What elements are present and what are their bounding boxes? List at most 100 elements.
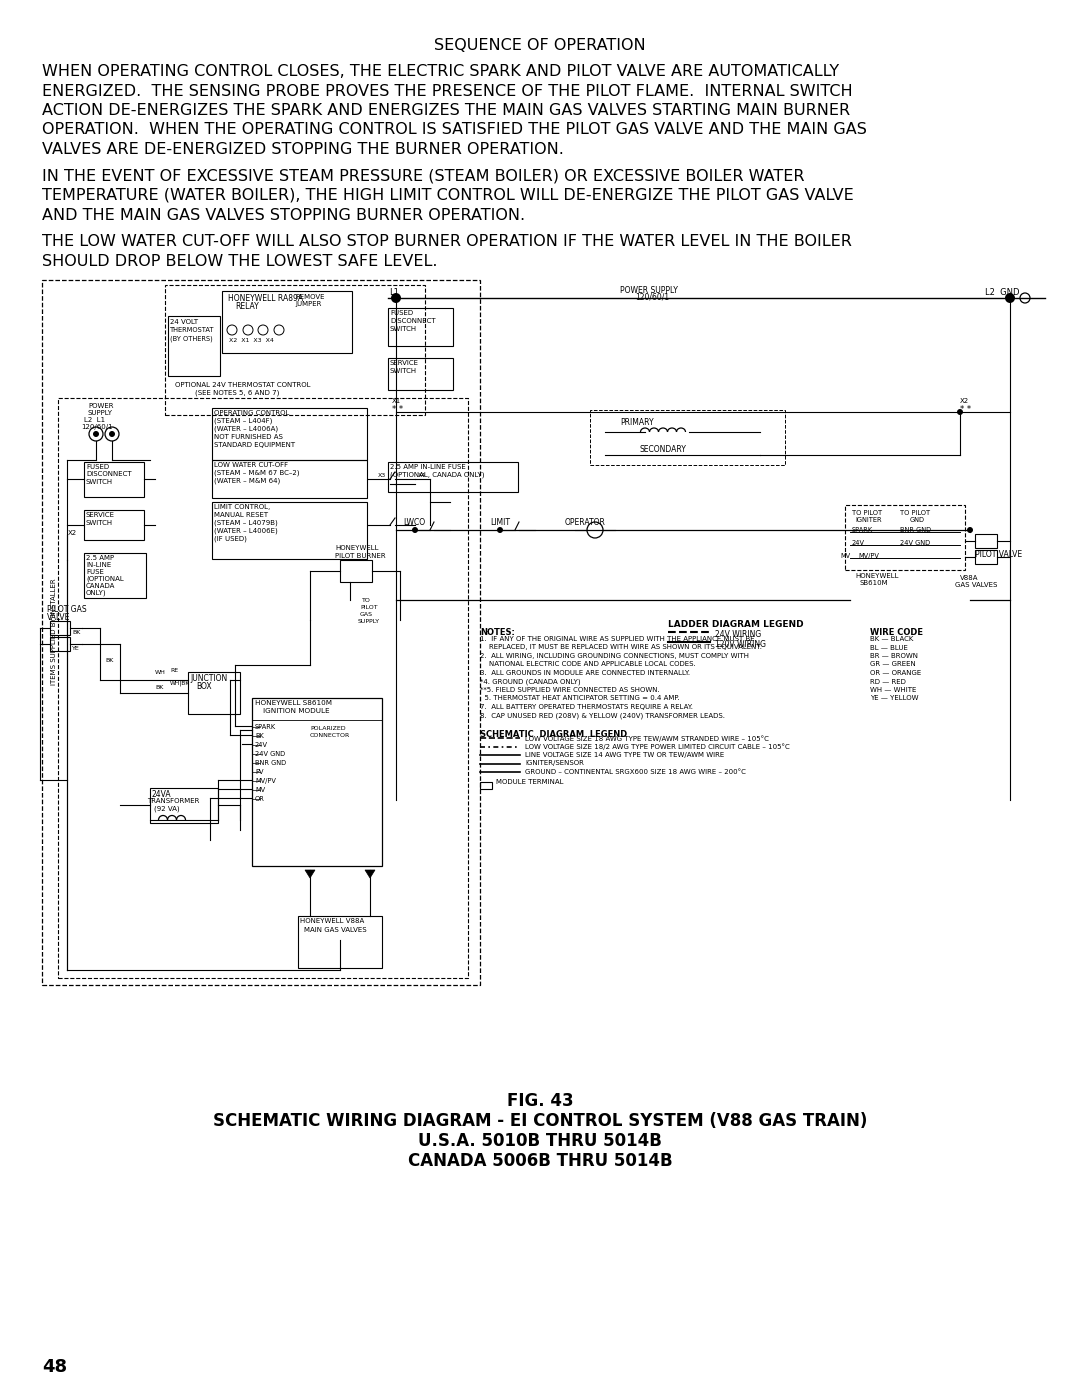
Text: SPARK: SPARK xyxy=(255,724,276,731)
Text: OPTIONAL 24V THERMOSTAT CONTROL: OPTIONAL 24V THERMOSTAT CONTROL xyxy=(175,381,311,388)
Text: WH: WH xyxy=(156,671,166,675)
Text: IGNITER: IGNITER xyxy=(855,517,881,522)
Bar xyxy=(50,637,70,651)
Text: PILOT BURNER: PILOT BURNER xyxy=(335,553,386,559)
Bar xyxy=(252,698,382,866)
Bar xyxy=(212,502,367,559)
Text: 24V GND: 24V GND xyxy=(900,541,930,546)
Text: ITEMS SUPPLIED BY INSTALLER: ITEMS SUPPLIED BY INSTALLER xyxy=(51,578,57,686)
Bar xyxy=(340,560,372,583)
Text: 1.  IF ANY OF THE ORIGINAL WIRE AS SUPPLIED WITH THE APPLIANCE MUST BE: 1. IF ANY OF THE ORIGINAL WIRE AS SUPPLI… xyxy=(480,636,755,643)
Polygon shape xyxy=(365,870,375,877)
Bar xyxy=(298,916,382,968)
Text: HONEYWELL V88A: HONEYWELL V88A xyxy=(300,918,364,923)
Text: BK — BLACK: BK — BLACK xyxy=(870,636,914,643)
Text: 5. THERMOSTAT HEAT ANTICIPATOR SETTING = 0.4 AMP.: 5. THERMOSTAT HEAT ANTICIPATOR SETTING =… xyxy=(480,696,679,701)
Text: OR — ORANGE: OR — ORANGE xyxy=(870,671,921,676)
Bar xyxy=(975,550,997,564)
Text: STANDARD EQUIPMENT: STANDARD EQUIPMENT xyxy=(214,441,295,448)
Text: 2.  ALL WIRING, INCLUDING GROUNDING CONNECTIONS, MUST COMPLY WITH: 2. ALL WIRING, INCLUDING GROUNDING CONNE… xyxy=(480,652,750,659)
Text: TO PILOT: TO PILOT xyxy=(852,510,882,515)
Text: WH|BK: WH|BK xyxy=(170,680,190,686)
Text: JUNCTION: JUNCTION xyxy=(190,673,227,683)
Polygon shape xyxy=(305,870,315,877)
Text: (IF USED): (IF USED) xyxy=(214,536,247,542)
Text: * *: * * xyxy=(392,405,403,414)
Text: 24V: 24V xyxy=(255,742,268,747)
Text: BK: BK xyxy=(255,733,264,739)
Text: V88A: V88A xyxy=(960,576,978,581)
Text: GAS: GAS xyxy=(360,612,373,617)
Text: X4: X4 xyxy=(418,474,427,478)
Bar xyxy=(42,279,480,985)
Bar xyxy=(84,462,144,497)
Text: DISCONNECT: DISCONNECT xyxy=(390,319,435,324)
Text: LIMIT CONTROL,: LIMIT CONTROL, xyxy=(214,504,270,510)
Text: THE LOW WATER CUT-OFF WILL ALSO STOP BURNER OPERATION IF THE WATER LEVEL IN THE : THE LOW WATER CUT-OFF WILL ALSO STOP BUR… xyxy=(42,235,852,249)
Circle shape xyxy=(497,527,503,534)
Text: 24V WIRING: 24V WIRING xyxy=(715,630,761,638)
Text: LIMIT: LIMIT xyxy=(490,518,510,527)
Text: 3.  ALL GROUNDS IN MODULE ARE CONNECTED INTERNALLY.: 3. ALL GROUNDS IN MODULE ARE CONNECTED I… xyxy=(480,671,690,676)
Text: BK: BK xyxy=(72,630,80,636)
Text: LWCO: LWCO xyxy=(403,518,426,527)
Text: POLARIZED: POLARIZED xyxy=(310,726,346,731)
Text: SPARK: SPARK xyxy=(852,527,873,534)
Text: IN THE EVENT OF EXCESSIVE STEAM PRESSURE (STEAM BOILER) OR EXCESSIVE BOILER WATE: IN THE EVENT OF EXCESSIVE STEAM PRESSURE… xyxy=(42,169,805,183)
Text: TO PILOT: TO PILOT xyxy=(900,510,930,515)
Text: WHEN OPERATING CONTROL CLOSES, THE ELECTRIC SPARK AND PILOT VALVE ARE AUTOMATICA: WHEN OPERATING CONTROL CLOSES, THE ELECT… xyxy=(42,64,839,80)
Text: CANADA: CANADA xyxy=(86,583,116,590)
Text: (92 VA): (92 VA) xyxy=(154,806,179,813)
Text: (WATER – L4006A): (WATER – L4006A) xyxy=(214,426,279,433)
Text: (OPTIONAL: (OPTIONAL xyxy=(86,576,124,583)
Text: VALVES ARE DE-ENERGIZED STOPPING THE BURNER OPERATION.: VALVES ARE DE-ENERGIZED STOPPING THE BUR… xyxy=(42,142,564,156)
Text: DISCONNECT: DISCONNECT xyxy=(86,471,132,476)
Text: (SEE NOTES 5, 6 AND 7): (SEE NOTES 5, 6 AND 7) xyxy=(195,390,280,397)
Text: PV: PV xyxy=(255,768,264,775)
Text: POWER SUPPLY: POWER SUPPLY xyxy=(620,286,678,295)
Text: LOW VOLTAGE SIZE 18 AWG TYPE TEW/AWM STRANDED WIRE – 105°C: LOW VOLTAGE SIZE 18 AWG TYPE TEW/AWM STR… xyxy=(525,735,769,742)
Text: RD — RED: RD — RED xyxy=(870,679,906,685)
Text: SERVICE: SERVICE xyxy=(86,511,114,518)
Text: X2: X2 xyxy=(68,529,77,536)
Text: WH — WHITE: WH — WHITE xyxy=(870,687,916,693)
Text: 120V WIRING: 120V WIRING xyxy=(715,640,766,650)
Text: OPERATOR: OPERATOR xyxy=(565,518,606,527)
Text: L1: L1 xyxy=(389,288,399,298)
Text: SUPPLY: SUPPLY xyxy=(87,409,113,416)
Text: (STEAM – L404F): (STEAM – L404F) xyxy=(214,418,272,425)
Circle shape xyxy=(1005,293,1015,303)
Text: (BY OTHERS): (BY OTHERS) xyxy=(170,335,213,341)
Text: REMOVE: REMOVE xyxy=(295,293,324,300)
Text: FUSED: FUSED xyxy=(86,464,109,469)
Circle shape xyxy=(109,432,114,437)
Text: SWITCH: SWITCH xyxy=(390,367,417,374)
Text: LOW WATER CUT-OFF: LOW WATER CUT-OFF xyxy=(214,462,288,468)
Bar xyxy=(388,307,453,346)
Text: HONEYWELL S8610M: HONEYWELL S8610M xyxy=(255,700,332,705)
Text: HONEYWELL: HONEYWELL xyxy=(855,573,899,578)
Text: REPLACED, IT MUST BE REPLACED WITH WIRE AS SHOWN OR ITS EQUIVALENT.: REPLACED, IT MUST BE REPLACED WITH WIRE … xyxy=(480,644,762,651)
Text: HONEYWELL: HONEYWELL xyxy=(335,545,378,550)
Bar xyxy=(84,510,144,541)
Text: LADDER DIAGRAM LEGEND: LADDER DIAGRAM LEGEND xyxy=(669,620,804,629)
Bar xyxy=(212,408,367,460)
Text: L2  GND: L2 GND xyxy=(985,288,1020,298)
Text: LINE VOLTAGE SIZE 14 AWG TYPE TW OR TEW/AWM WIRE: LINE VOLTAGE SIZE 14 AWG TYPE TW OR TEW/… xyxy=(525,752,725,759)
Text: * *: * * xyxy=(960,405,971,414)
Text: TEMPERATURE (WATER BOILER), THE HIGH LIMIT CONTROL WILL DE-ENERGIZE THE PILOT GA: TEMPERATURE (WATER BOILER), THE HIGH LIM… xyxy=(42,189,854,203)
Text: MV: MV xyxy=(840,553,850,559)
Text: SERVICE: SERVICE xyxy=(390,360,419,366)
Text: GROUND – CONTINENTAL SRGX600 SIZE 18 AWG WIRE – 200°C: GROUND – CONTINENTAL SRGX600 SIZE 18 AWG… xyxy=(525,768,746,775)
Text: JUMPER: JUMPER xyxy=(295,300,322,307)
Text: MAIN GAS VALVES: MAIN GAS VALVES xyxy=(303,928,366,933)
Text: SECONDARY: SECONDARY xyxy=(640,446,687,454)
Text: 7.  ALL BATTERY OPERATED THERMOSTATS REQUIRE A RELAY.: 7. ALL BATTERY OPERATED THERMOSTATS REQU… xyxy=(480,704,693,710)
Text: PILOT GAS: PILOT GAS xyxy=(48,605,86,615)
Text: ONLY): ONLY) xyxy=(86,590,107,597)
Text: BK: BK xyxy=(156,685,163,690)
Text: X2  X1  X3  X4: X2 X1 X3 X4 xyxy=(229,338,274,344)
Bar xyxy=(188,672,240,714)
Text: **5. FIELD SUPPLIED WIRE CONNECTED AS SHOWN.: **5. FIELD SUPPLIED WIRE CONNECTED AS SH… xyxy=(480,687,660,693)
Text: SWITCH: SWITCH xyxy=(86,479,113,485)
